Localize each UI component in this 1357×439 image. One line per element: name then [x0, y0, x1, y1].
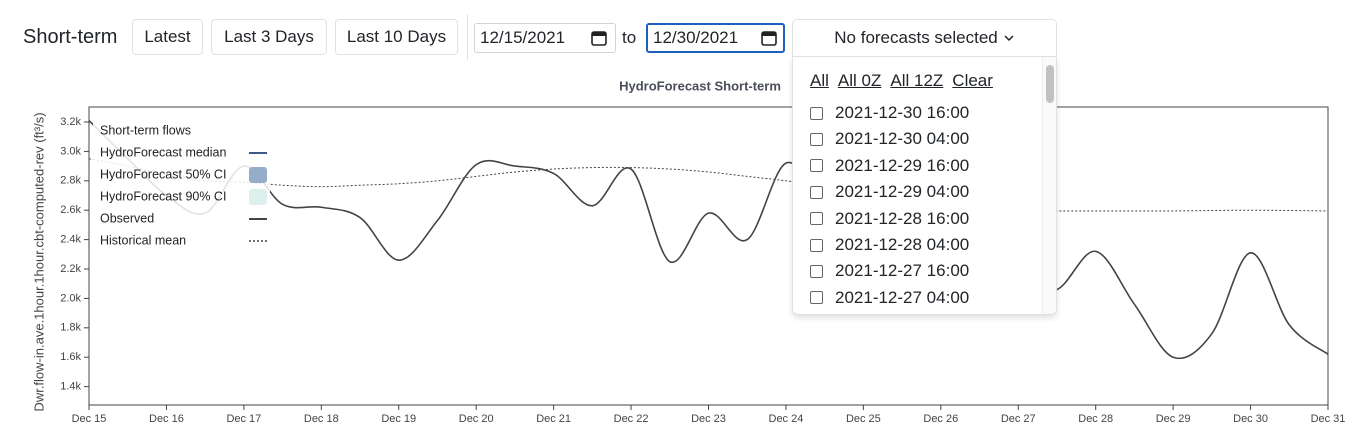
separator [467, 14, 468, 60]
dropdown-label: No forecasts selected [834, 28, 998, 47]
page-title: Short-term [23, 26, 118, 48]
legend-label: HydroForecast 50% CI [100, 167, 226, 181]
y-tick-label: 1.6k [60, 351, 81, 363]
option-label: 2021-12-30 16:00 [835, 103, 970, 122]
checkbox[interactable] [810, 291, 823, 305]
x-tick-label: Dec 19 [381, 413, 416, 425]
series-line [88, 158, 1329, 212]
x-tick-label: Dec 15 [72, 413, 107, 425]
y-tick-label: 2.8k [60, 175, 81, 187]
checkbox[interactable] [810, 264, 823, 278]
date-input[interactable]: 12/15/2021 [474, 23, 616, 53]
legend-swatch [249, 189, 267, 205]
date-text: 12/15/2021 [480, 28, 566, 47]
y-tick-label: 3.0k [60, 145, 81, 157]
link[interactable]: Clear [952, 71, 993, 90]
x-tick-label: Dec 26 [923, 413, 958, 425]
option-label: 2021-12-28 16:00 [835, 208, 970, 228]
legend-label: Historical mean [100, 233, 186, 247]
legend-box [93, 120, 270, 259]
x-tick-label: Dec 25 [846, 413, 881, 425]
forecast-option[interactable]: 2021-12-28 16:00 [810, 209, 969, 229]
legend-title: Short-term flows [100, 123, 191, 137]
to-label: to [622, 28, 637, 47]
option-label: 2021-12-30 04:00 [835, 129, 970, 149]
y-tick-label: 2.2k [60, 263, 81, 275]
legend-swatch [249, 167, 267, 183]
x-tick-label: Dec 18 [304, 413, 339, 425]
forecast-option[interactable]: 2021-12-30 04:00 [810, 129, 969, 149]
checkbox[interactable] [810, 212, 823, 226]
y-tick-label: 2.0k [60, 292, 81, 304]
x-tick-label: Dec 28 [1078, 413, 1113, 425]
option-label: 2021-12-29 16:00 [835, 155, 970, 175]
checkbox[interactable] [810, 106, 823, 120]
x-tick-label: Dec 24 [769, 413, 804, 425]
forecast-option[interactable]: 2021-12-29 16:00 [810, 156, 969, 176]
legend-label: HydroForecast median [100, 145, 226, 159]
x-tick-label: Dec 17 [226, 413, 261, 425]
plot-frame [88, 106, 1329, 406]
forecast-option[interactable]: 2021-12-27 04:00 [810, 288, 969, 308]
x-tick-label: Dec 16 [149, 413, 184, 425]
y-tick-label: 2.6k [60, 204, 81, 216]
x-tick-label: Dec 30 [1233, 413, 1268, 425]
link[interactable]: All 0Z [837, 71, 882, 90]
series-line [88, 119, 1329, 360]
chart-title: HydroForecast Short-term [619, 78, 781, 93]
y-tick-label: 1.8k [60, 322, 81, 334]
checkbox[interactable] [810, 185, 823, 199]
x-tick-label: Dec 27 [1001, 413, 1036, 425]
dropdown-menu: All All 0Z All 12Z Clear 2021-12-30 16:00 20… [792, 57, 1057, 315]
date-input[interactable]: 12/30/2021 [646, 23, 785, 53]
forecast-option[interactable]: 2021-12-30 16:00 [810, 103, 969, 123]
x-tick-label: Dec 29 [1156, 413, 1191, 425]
option-label: 2021-12-27 16:00 [835, 261, 970, 281]
x-tick-label: Dec 21 [536, 413, 571, 425]
calendar-icon [761, 31, 777, 46]
x-tick-label: Dec 23 [691, 413, 726, 425]
y-axis-label: Dwr.flow-in.ave.1hour.1hour.cbt-computed… [31, 112, 46, 411]
x-tick-label: Dec 20 [459, 413, 494, 425]
forecast-option[interactable]: 2021-12-28 04:00 [810, 235, 969, 255]
link[interactable]: All 12Z [890, 71, 944, 90]
date-text: 12/30/2021 [653, 28, 739, 47]
button[interactable]: Last 10 Days [335, 19, 458, 55]
scrollbar [1042, 57, 1056, 314]
quick-links: All All 0Z All 12Z Clear [810, 71, 1002, 91]
legend-label: HydroForecast 90% CI [100, 189, 226, 203]
option-label: 2021-12-27 04:00 [835, 287, 970, 307]
button[interactable]: Latest [132, 19, 203, 55]
option-label: 2021-12-29 04:00 [835, 182, 970, 202]
forecast-dropdown[interactable]: No forecasts selected [792, 19, 1057, 57]
checkbox[interactable] [810, 238, 823, 252]
link[interactable]: All [810, 71, 829, 90]
option-label: 2021-12-28 04:00 [835, 235, 970, 254]
calendar-icon [591, 31, 607, 46]
chevron [1004, 35, 1014, 42]
legend-label: Observed [100, 211, 154, 225]
y-tick-label: 3.2k [60, 116, 81, 128]
x-tick-label: Dec 31 [1311, 413, 1346, 425]
y-tick-label: 2.4k [60, 234, 81, 246]
y-tick-label: 1.4k [60, 381, 81, 393]
scroll-thumb[interactable] [1046, 65, 1054, 103]
x-tick-label: Dec 22 [614, 413, 649, 425]
button[interactable]: Last 3 Days [211, 19, 327, 55]
checkbox[interactable] [810, 159, 823, 173]
forecast-option[interactable]: 2021-12-29 04:00 [810, 182, 969, 202]
forecast-option[interactable]: 2021-12-27 16:00 [810, 261, 969, 281]
checkbox[interactable] [810, 132, 823, 146]
